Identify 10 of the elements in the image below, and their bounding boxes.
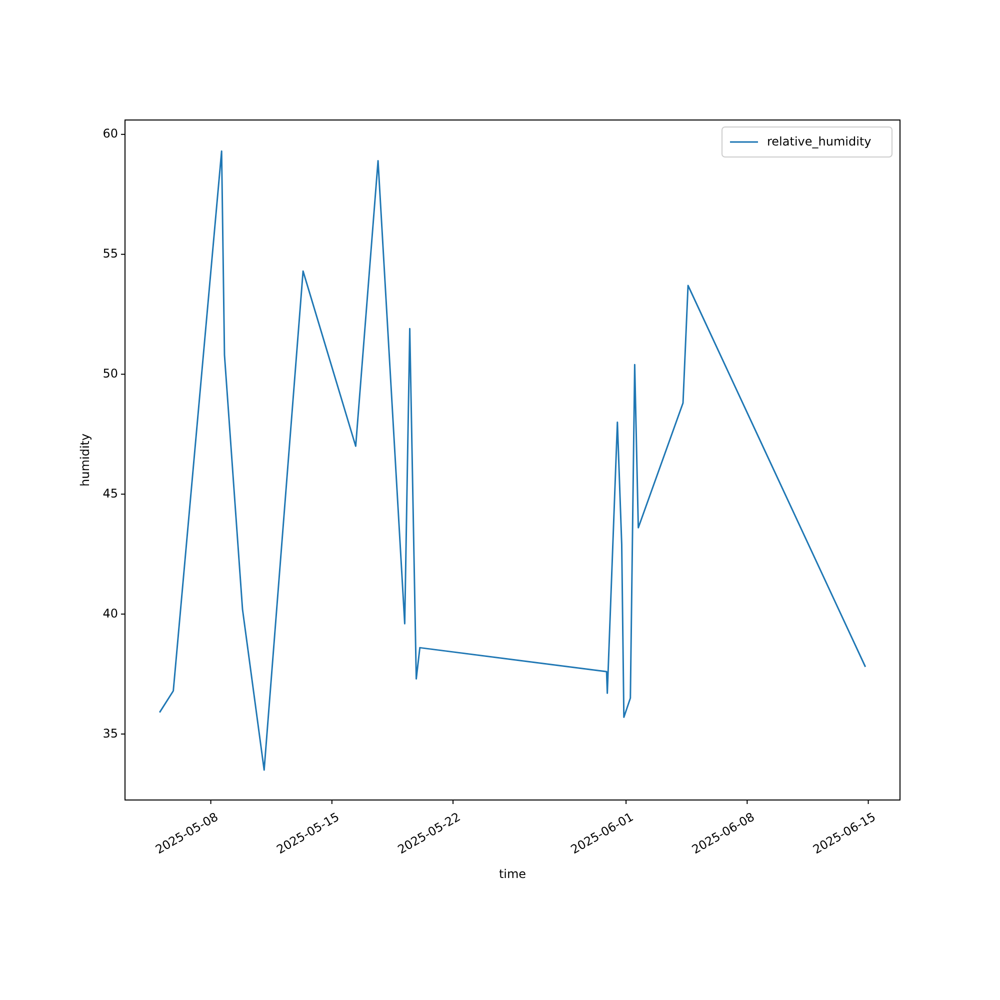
legend-label: relative_humidity (767, 134, 872, 148)
y-tick-label: 55 (102, 246, 118, 261)
y-tick-label: 35 (102, 726, 118, 740)
line-series (158, 150, 866, 771)
y-tick-label: 45 (102, 486, 118, 500)
y-tick-label: 60 (102, 126, 118, 141)
y-tick-label: 40 (102, 606, 118, 620)
x-axis-title: time (498, 867, 526, 881)
y-axis-title: humidity (78, 434, 92, 486)
y-tick-label: 50 (102, 366, 118, 381)
